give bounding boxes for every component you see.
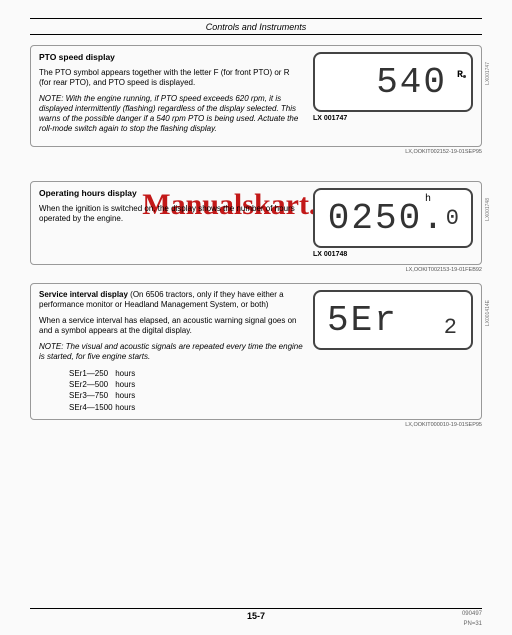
display-suffix: 0 <box>446 206 461 231</box>
note: NOTE: With the engine running, if PTO sp… <box>39 94 303 134</box>
display-figure: 540 R LX 001747 LX001747 <box>313 52 473 140</box>
reference-code: LX,OOKIT000010-19-01SEP95 <box>30 422 482 428</box>
note: NOTE: The visual and acoustic signals ar… <box>39 342 303 362</box>
side-code: LX001414E <box>485 300 491 326</box>
display-value: 5Er <box>327 300 398 341</box>
interval-unit: hours <box>115 391 135 400</box>
footer-pn: PN=31 <box>30 621 482 627</box>
paragraph: When the ignition is switched on, the di… <box>39 204 303 224</box>
interval-item: SEr4—1500 hours <box>69 402 303 413</box>
section-body: Service interval display (On 6506 tracto… <box>39 290 303 413</box>
interval-label: SEr2—500 <box>69 379 113 390</box>
lcd-display: h 0250.0 <box>313 188 473 248</box>
section-title: Operating hours display <box>39 188 303 198</box>
lcd-display: 5Er 2 <box>313 290 473 350</box>
section-body: The PTO symbol appears together with the… <box>39 68 303 134</box>
manual-page: Controls and Instruments PTO speed displ… <box>0 0 512 635</box>
reference-code: LX,OOKIT002153-19-01FEB92 <box>30 267 482 273</box>
display-dot-icon <box>463 75 466 78</box>
interval-item: SEr3—750 hours <box>69 390 303 401</box>
interval-unit: hours <box>115 369 135 378</box>
page-footer: 15-7 090497 PN=31 <box>30 608 482 627</box>
section-text: Operating hours display When the ignitio… <box>39 188 303 258</box>
paragraph: When a service interval has elapsed, an … <box>39 316 303 336</box>
footer-left <box>30 611 70 621</box>
display-value: 540 <box>376 62 447 103</box>
footer-date: 090497 <box>442 611 482 621</box>
interval-list: SEr1—250 hours SEr2—500 hours SEr3—750 h… <box>69 368 303 413</box>
page-number: 15-7 <box>70 611 442 621</box>
header-title: Controls and Instruments <box>30 19 482 35</box>
figure-label: LX 001747 <box>313 115 473 122</box>
section-title-line: Service interval display (On 6506 tracto… <box>39 290 303 310</box>
interval-label: SEr4—1500 <box>69 402 113 413</box>
hours-symbol: h <box>425 194 431 205</box>
section-operating-hours: Operating hours display When the ignitio… <box>30 181 482 265</box>
display-figure: h 0250.0 LX 001748 LX001748 <box>313 188 473 258</box>
side-code: LX001747 <box>485 62 491 85</box>
section-service-interval: Service interval display (On 6506 tracto… <box>30 283 482 420</box>
interval-item: SEr1—250 hours <box>69 368 303 379</box>
section-title-bold: Service interval display <box>39 290 128 299</box>
interval-label: SEr1—250 <box>69 368 113 379</box>
paragraph: The PTO symbol appears together with the… <box>39 68 303 88</box>
section-pto-speed: PTO speed display The PTO symbol appears… <box>30 45 482 147</box>
interval-unit: hours <box>115 403 135 412</box>
reference-code: LX,OOKIT002152-19-01SEP95 <box>30 149 482 155</box>
side-code: LX001748 <box>485 198 491 221</box>
interval-unit: hours <box>115 380 135 389</box>
display-suffix: 2 <box>444 315 459 340</box>
section-title: PTO speed display <box>39 52 303 62</box>
section-body: When the ignition is switched on, the di… <box>39 204 303 224</box>
section-text: Service interval display (On 6506 tracto… <box>39 290 303 413</box>
figure-label: LX 001748 <box>313 251 473 258</box>
display-figure: 5Er 2 LX001414E <box>313 290 473 413</box>
interval-item: SEr2—500 hours <box>69 379 303 390</box>
footer-row: 15-7 090497 <box>30 609 482 621</box>
lcd-display: 540 R <box>313 52 473 112</box>
interval-label: SEr3—750 <box>69 390 113 401</box>
section-text: PTO speed display The PTO symbol appears… <box>39 52 303 140</box>
